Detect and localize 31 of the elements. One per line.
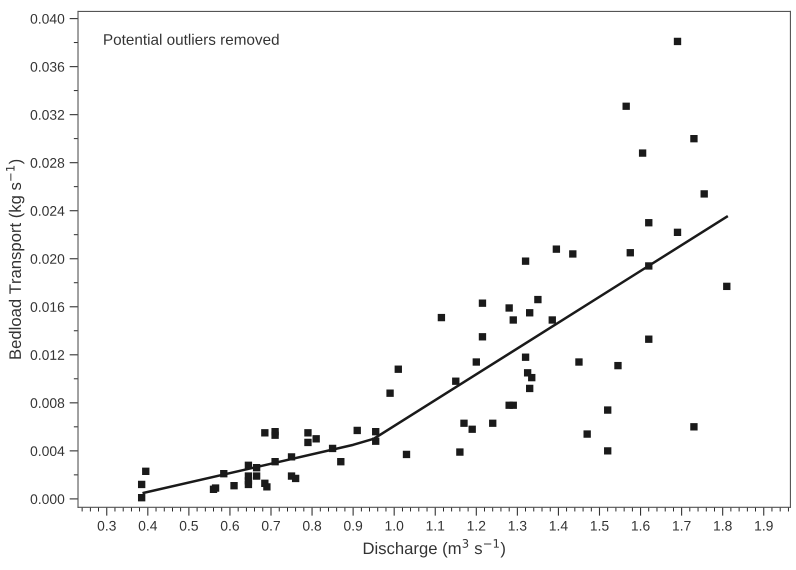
x-tick-label: 1.3 [508,520,526,531]
x-tick-label: 0.9 [344,520,362,531]
x-axis-title: Discharge (m$^{3}$ s$^{−1}$) [364,538,505,558]
y-tick-label: 0.020 [30,254,64,264]
y-axis-title: Bedload Transport (kg s$^{−1}$) [6,160,24,359]
x-tick-label: 1.2 [468,520,486,531]
y-tick-label: 0.032 [30,110,64,120]
y-tick-label: 0.000 [30,494,64,504]
y-tick-label: 0.008 [30,398,64,408]
y-tick-label: 0.024 [30,206,64,216]
x-tick-label: 0.6 [220,520,239,531]
y-tick-label: 0.012 [30,350,64,360]
y-tick-label: 0.016 [30,302,64,312]
x-tick-label: 1.6 [632,520,650,531]
y-tick-label: 0.004 [30,446,64,456]
x-tick-label: 1.4 [550,521,568,531]
x-tick-label: 0.5 [180,520,198,531]
annotation: Potential outliers removed [104,34,279,45]
x-tick-label: 1.1 [426,521,444,531]
x-tick-label: 0.4 [138,520,158,531]
x-tick-label: 1.0 [386,520,404,531]
x-tick-label: 1.8 [714,520,732,531]
x-tick-label: 0.3 [98,520,116,531]
x-tick-label: 1.9 [755,520,773,531]
y-tick-label: 0.040 [30,14,64,24]
x-tick-label: 1.5 [590,521,609,531]
x-tick-label: 0.8 [302,520,322,531]
x-tick-label: 1.7 [673,521,691,531]
y-tick-label: 0.036 [30,62,64,72]
y-tick-label: 0.028 [30,158,64,168]
x-tick-label: 0.7 [262,520,280,531]
